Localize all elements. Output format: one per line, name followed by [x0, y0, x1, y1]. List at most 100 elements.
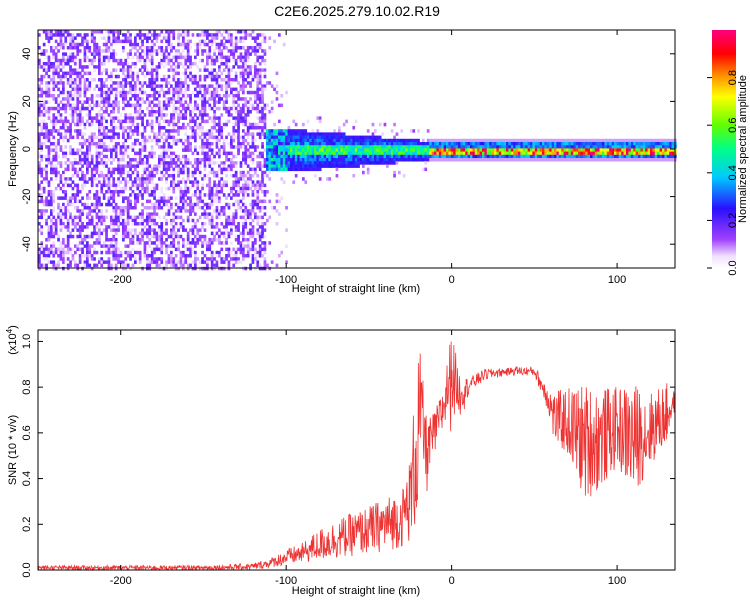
spectrogram-cell [71, 33, 75, 37]
spectrogram-cell [90, 132, 94, 136]
spectrogram-cell [102, 215, 106, 220]
spectrogram-cell [50, 62, 53, 66]
spectrogram-cell [479, 138, 483, 143]
spectrogram-cell [263, 113, 267, 117]
spectrogram-cell [45, 36, 48, 40]
spectrogram-cell [261, 247, 264, 252]
spectrogram-cell [342, 142, 346, 146]
spectrogram-cell [388, 154, 392, 159]
spectrogram-cell [326, 138, 329, 143]
spectrogram-cell [230, 33, 233, 37]
spectrogram-cell [234, 260, 238, 264]
spectrogram-cell [434, 158, 437, 162]
spectrogram-cell [234, 209, 238, 213]
spectrogram-cell [263, 222, 267, 226]
spectrogram-cell [143, 33, 147, 37]
spectrogram-cell [306, 164, 310, 168]
spectrogram-cell [273, 142, 276, 146]
spectrogram-cell [126, 30, 130, 34]
spectrogram-cell [352, 148, 356, 152]
spectrogram-cell [158, 164, 161, 168]
spectrogram-cell [191, 247, 195, 252]
spectrogram-cell [328, 138, 332, 143]
spectrogram-cell [138, 231, 142, 236]
spectrogram-cell [71, 161, 75, 165]
spectrogram-cell [230, 78, 233, 82]
spectrogram-cell [227, 142, 231, 146]
spectrogram-cell [136, 193, 140, 197]
spectrogram-cell [246, 68, 250, 72]
spectrogram-cell [350, 164, 353, 168]
spectrogram-cell [158, 33, 161, 37]
spectrogram-cell [294, 148, 298, 152]
spectrogram-cell [117, 90, 120, 95]
spectrogram-cell [78, 199, 82, 204]
spectrogram-cell [42, 250, 46, 255]
spectrogram-cell [100, 170, 104, 175]
spectrogram-cell [64, 103, 68, 108]
spectrogram-cell [448, 154, 452, 159]
spectrogram-cell [227, 39, 231, 44]
spectrogram-cell [93, 68, 96, 72]
spectrogram-cell [143, 74, 147, 79]
spectrogram-cell [261, 145, 264, 149]
spectrogram-cell [258, 42, 262, 47]
spectrogram-cell [155, 170, 159, 175]
spectrogram-cell [251, 190, 255, 194]
spectrogram-cell [98, 129, 101, 133]
spectrogram-cell [78, 238, 82, 242]
spectrogram-cell [59, 244, 63, 248]
spectrogram-cell [414, 145, 418, 149]
spectrogram-cell [194, 87, 197, 92]
spectrogram-cell [134, 196, 137, 200]
spectrogram-cell [376, 161, 380, 165]
spectrogram-cell [388, 151, 392, 156]
spectrogram-cell [486, 154, 490, 159]
spectrogram-cell [206, 263, 209, 268]
spectrogram-cell [249, 71, 252, 76]
spectrogram-cell [38, 103, 41, 108]
spectrogram-cell [246, 33, 250, 37]
spectrogram-cell [201, 244, 204, 248]
spectrogram-cell [112, 177, 116, 181]
spectrogram-cell [213, 110, 216, 114]
spectrogram-cell [486, 142, 490, 146]
spectrogram-cell [182, 263, 185, 268]
spectrogram-cell [462, 142, 466, 146]
spectrogram-cell [112, 206, 116, 210]
spectrogram-cell [69, 132, 72, 136]
spectrogram-cell [78, 209, 82, 213]
spectrogram-cell [258, 151, 262, 156]
spectrogram-cell [45, 106, 48, 111]
spectrogram-cell [196, 52, 200, 56]
spectrogram-cell [71, 215, 75, 220]
spectrogram-cell [138, 97, 142, 101]
spectrogram-cell [258, 74, 262, 79]
spectrogram-cell [213, 161, 216, 165]
spectrogram-cell [100, 257, 104, 261]
spectrogram-cell [186, 158, 190, 162]
spectrogram-cell [86, 119, 89, 124]
spectrogram-cell [119, 90, 123, 95]
spectrogram-cell [160, 225, 164, 229]
spectrogram-cell [134, 254, 137, 258]
spectrogram-cell [210, 263, 214, 268]
spectrogram-cell [254, 199, 257, 204]
spectrogram-cell [62, 103, 65, 108]
spectrogram-cell [66, 58, 70, 63]
spectrogram-cell [107, 58, 111, 63]
spectrogram-cell [170, 231, 173, 236]
spectrogram-cell [242, 254, 245, 258]
spectrogram-cell [155, 116, 159, 120]
spectrogram-cell [366, 129, 370, 133]
spectrogram-cell [302, 167, 305, 172]
spectrogram-cell [64, 196, 68, 200]
spectrogram-cell [88, 81, 92, 85]
spectrogram-cell [143, 68, 147, 72]
spectrogram-cell [242, 215, 245, 220]
spectrogram-cell [86, 164, 89, 168]
spectrogram-cell [131, 228, 135, 232]
spectrogram-cell [246, 148, 250, 152]
spectrogram-cell [191, 231, 195, 236]
spectrogram-cell [148, 49, 152, 53]
